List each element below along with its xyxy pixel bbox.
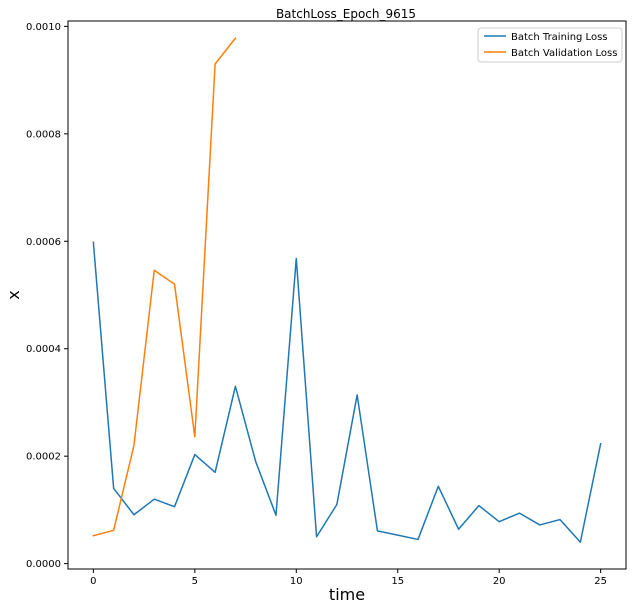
plot-area: 0 5 10 15 20 25 0.0000 0.0002 0.0004 0.0006 0.0008… bbox=[26, 22, 607, 587]
x-tick-label: 15 bbox=[391, 576, 404, 587]
x-tick-label: 0 bbox=[90, 576, 96, 587]
legend: Batch Training Loss Batch Validation Los… bbox=[477, 27, 623, 63]
axes-frame bbox=[67, 20, 627, 570]
x-tick-label: 5 bbox=[192, 576, 198, 587]
legend-label-training: Batch Training Loss bbox=[511, 32, 608, 43]
x-tick-label: 20 bbox=[493, 576, 506, 587]
y-tick-label: 0.0006 bbox=[26, 237, 61, 248]
y-axis-label: x bbox=[4, 290, 23, 299]
chart-title: BatchLoss_Epoch_9615 bbox=[276, 7, 416, 21]
y-tick-label: 0.0010 bbox=[26, 22, 61, 33]
legend-box bbox=[477, 27, 623, 63]
legend-label-validation: Batch Validation Loss bbox=[511, 48, 617, 59]
series-line-validation bbox=[92, 37, 237, 537]
y-tick-label: 0.0002 bbox=[26, 452, 61, 463]
y-tick-label: 0.0008 bbox=[26, 129, 61, 140]
series-line-training bbox=[92, 241, 602, 543]
y-tick-label: 0.0004 bbox=[26, 344, 61, 355]
y-tick-label: 0.0000 bbox=[26, 559, 61, 570]
x-axis-label: time bbox=[329, 585, 365, 604]
x-tick-label: 10 bbox=[290, 576, 303, 587]
x-tick-label: 25 bbox=[594, 576, 607, 587]
